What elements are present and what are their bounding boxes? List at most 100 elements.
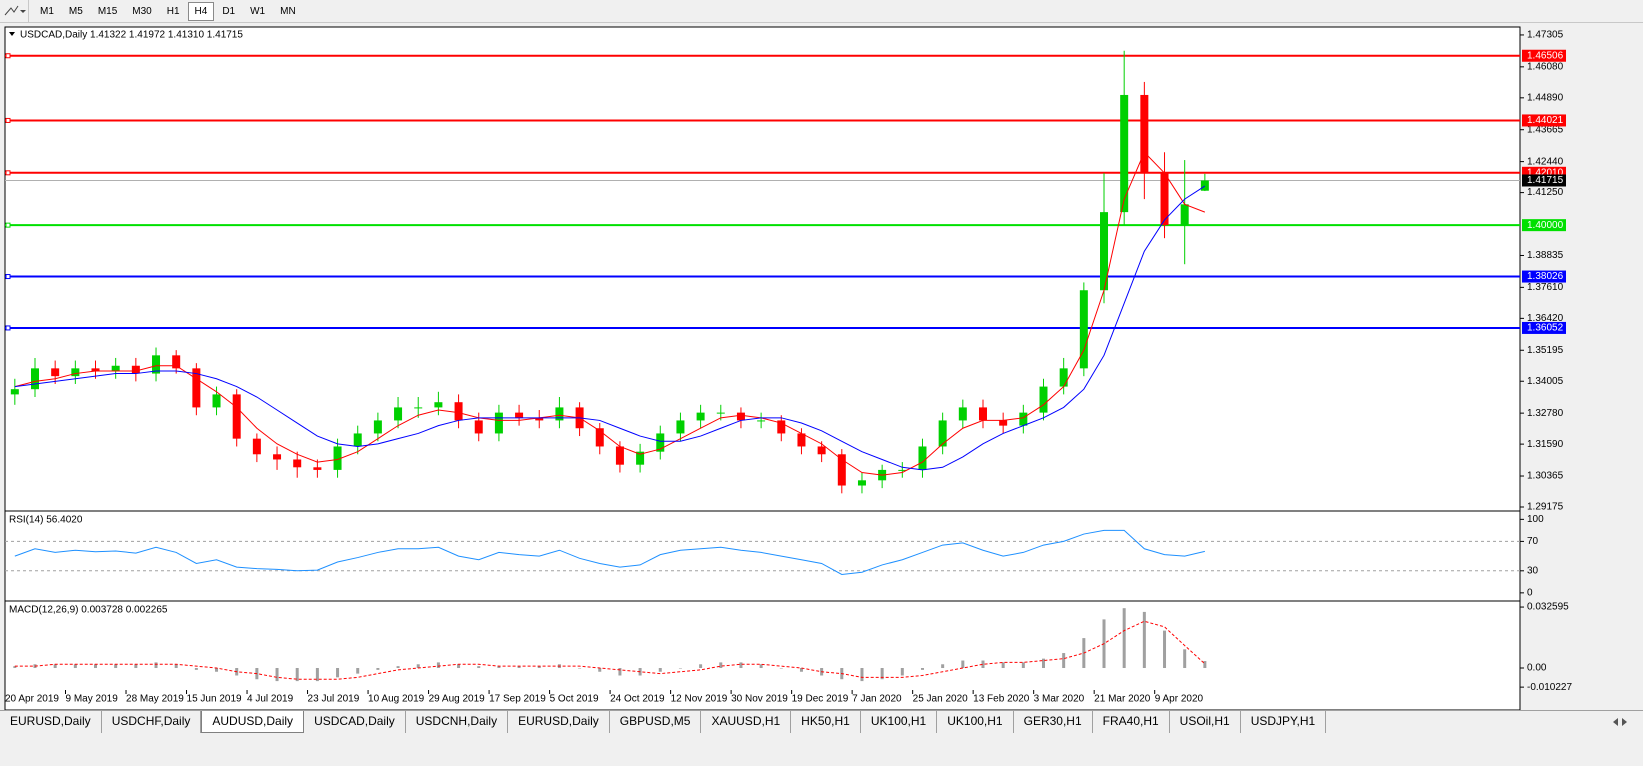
candle-body bbox=[515, 412, 524, 418]
chart-tab[interactable]: USOil,H1 bbox=[1170, 711, 1241, 733]
chart-tabs: EURUSD,Daily USDCHF,Daily AUDUSD,Daily USDC… bbox=[0, 710, 1643, 733]
candle-body bbox=[1079, 290, 1088, 369]
candle-body bbox=[1059, 368, 1068, 387]
chart-tab[interactable]: USDCHF,Daily bbox=[102, 711, 202, 733]
x-tick-label: 9 May 2019 bbox=[66, 694, 119, 705]
y-tick-label: 1.34005 bbox=[1527, 376, 1564, 387]
macd-bar bbox=[134, 664, 138, 669]
chart-tab[interactable]: EURUSD,Daily bbox=[508, 711, 610, 733]
x-tick-label: 17 Sep 2019 bbox=[489, 694, 546, 705]
y-tick-label: 0.00 bbox=[1527, 663, 1547, 674]
candle-body bbox=[777, 420, 786, 434]
chart-tab[interactable]: USDCNH,Daily bbox=[406, 711, 509, 733]
y-tick-label: 1.41250 bbox=[1527, 187, 1564, 198]
chart-tab[interactable]: XAUUSD,H1 bbox=[701, 711, 792, 733]
timeframe-button[interactable]: M1 bbox=[40, 5, 54, 17]
timeframe-button[interactable]: W1 bbox=[250, 5, 266, 17]
macd-bar bbox=[699, 664, 703, 669]
macd-bar bbox=[1021, 662, 1025, 669]
y-tick-label: -0.010227 bbox=[1527, 682, 1572, 693]
macd-bar bbox=[537, 666, 541, 669]
macd-bar bbox=[497, 666, 501, 669]
level-price-label: 1.36052 bbox=[1527, 323, 1564, 334]
chart-tab[interactable]: USDJPY,H1 bbox=[1241, 711, 1327, 733]
y-tick-label: 0 bbox=[1527, 587, 1533, 598]
candle-body bbox=[212, 394, 221, 408]
chart-tab[interactable]: AUDUSD,Daily bbox=[201, 711, 305, 733]
timeframe-button[interactable]: M30 bbox=[132, 5, 152, 17]
chart-tab[interactable]: GER30,H1 bbox=[1014, 711, 1093, 733]
macd-bar bbox=[436, 662, 440, 669]
y-tick-label: 1.35195 bbox=[1527, 345, 1564, 356]
candle-body bbox=[918, 446, 927, 470]
macd-bar bbox=[73, 664, 77, 669]
macd-bar bbox=[315, 668, 319, 682]
level-price-box bbox=[1522, 321, 1566, 334]
y-tick-label: 1.42440 bbox=[1527, 156, 1564, 167]
x-tick-label: 7 Jan 2020 bbox=[852, 694, 902, 705]
macd-bar bbox=[779, 668, 783, 669]
draw-tool-icon[interactable] bbox=[0, 0, 29, 22]
candle-body bbox=[474, 420, 483, 434]
macd-bar bbox=[396, 666, 400, 669]
x-tick-label: 28 May 2019 bbox=[126, 694, 184, 705]
timeframe-button[interactable]: M15 bbox=[97, 5, 118, 17]
macd-bar bbox=[194, 668, 198, 670]
candle-body bbox=[656, 433, 665, 452]
candle-body bbox=[958, 407, 967, 421]
y-tick-label: 1.29175 bbox=[1527, 502, 1564, 513]
candle-body bbox=[434, 402, 443, 408]
candle-body bbox=[111, 365, 120, 371]
macd-bar bbox=[457, 664, 461, 669]
chart-tab[interactable]: EURUSD,Daily bbox=[0, 711, 102, 733]
candle-body bbox=[1140, 94, 1149, 174]
x-tick-label: 21 Mar 2020 bbox=[1094, 694, 1151, 705]
macd-bar bbox=[336, 668, 340, 678]
x-tick-label: 3 Mar 2020 bbox=[1034, 694, 1085, 705]
candle-body bbox=[736, 412, 745, 421]
candle-body bbox=[716, 412, 725, 414]
y-tick-label: 1.36420 bbox=[1527, 313, 1564, 324]
x-tick-label: 5 Oct 2019 bbox=[550, 694, 599, 705]
candle-body bbox=[91, 368, 100, 371]
chart-tab[interactable]: UK100,H1 bbox=[861, 711, 938, 733]
macd-bar bbox=[880, 668, 884, 680]
macd-bar bbox=[517, 666, 521, 669]
x-tick-label: 30 Nov 2019 bbox=[731, 694, 788, 705]
macd-bar bbox=[860, 668, 864, 682]
macd-bar bbox=[981, 660, 985, 669]
timeframe-button[interactable]: M5 bbox=[68, 5, 83, 17]
timeframe-button[interactable]: H4 bbox=[187, 1, 215, 21]
indicator-title: MACD(12,26,9) 0.003728 0.002265 bbox=[9, 605, 168, 616]
level-handle bbox=[5, 274, 11, 280]
chart: 1.47305 1.46080 1.44890 1.43665 1.42440 1.412… bbox=[4, 26, 1572, 710]
macd-bar bbox=[154, 662, 158, 669]
macd-bar bbox=[13, 666, 17, 669]
chart-tab[interactable]: USDCAD,Daily bbox=[304, 711, 406, 733]
candle-body bbox=[1120, 94, 1129, 213]
timeframe-button[interactable]: D1 bbox=[222, 5, 236, 17]
chart-tab[interactable]: UK100,H1 bbox=[937, 711, 1014, 733]
y-tick-label: 1.38835 bbox=[1527, 250, 1564, 261]
chart-tab[interactable]: GBPUSD,M5 bbox=[610, 711, 702, 733]
macd-bar bbox=[416, 664, 420, 669]
level-handle bbox=[5, 222, 11, 228]
x-tick-label: 25 Jan 2020 bbox=[913, 694, 968, 705]
timeframe-button[interactable]: H1 bbox=[166, 5, 180, 17]
candle-body bbox=[252, 438, 261, 455]
timeframe-button[interactable]: MN bbox=[280, 5, 296, 17]
level-price-label: 1.40000 bbox=[1527, 220, 1564, 231]
candle-body bbox=[293, 459, 302, 468]
macd-bar bbox=[598, 668, 602, 672]
level-price-label: 1.42010 bbox=[1527, 167, 1564, 178]
chart-tab[interactable]: FRA40,H1 bbox=[1093, 711, 1170, 733]
tab-scroll[interactable] bbox=[1605, 715, 1635, 729]
level-price-box bbox=[1522, 114, 1566, 127]
level-price-box bbox=[1522, 270, 1566, 283]
current-price-box bbox=[1522, 174, 1566, 187]
candle-body bbox=[595, 428, 604, 447]
candle-body bbox=[273, 454, 282, 460]
chart-tab[interactable]: HK50,H1 bbox=[791, 711, 861, 733]
moving-average bbox=[14, 185, 1206, 471]
